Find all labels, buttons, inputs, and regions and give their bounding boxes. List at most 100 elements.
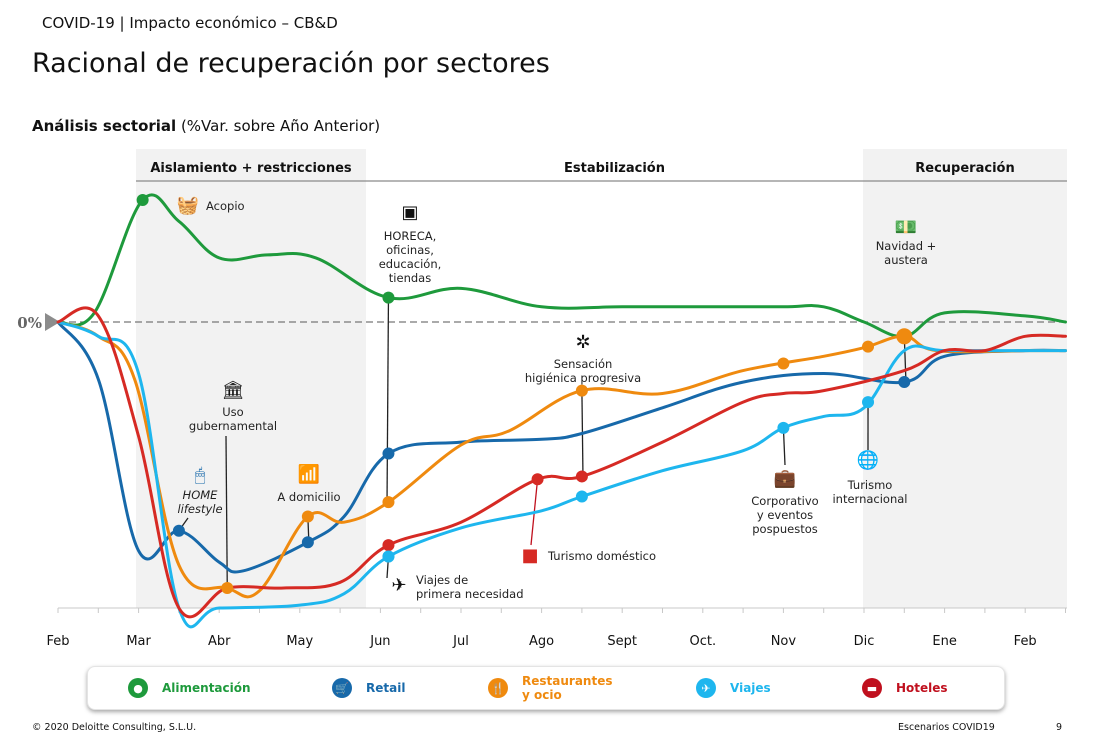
header-kicker: COVID-19 | Impacto económico – CB&D: [42, 14, 338, 32]
legend-item-alimentaci-n: ● Alimentación: [128, 667, 251, 709]
annotation-label: internacional: [832, 492, 907, 506]
month-label: Nov: [771, 634, 797, 649]
annotation-points: [136, 194, 913, 594]
open-sign-icon: ▣: [401, 202, 418, 223]
annotation-turismo-dom-stico: ■ Turismo doméstico: [521, 545, 656, 566]
subtitle-rest: (%Var. sobre Año Anterior): [176, 117, 381, 135]
annotation-label: Turismo: [847, 478, 893, 492]
annotation-leader: [386, 297, 390, 506]
annotation-label: lifestyle: [177, 502, 222, 516]
spain-map-icon: ■: [521, 545, 538, 566]
annotation-point: [531, 473, 544, 486]
series-point: [575, 490, 588, 503]
month-label: Feb: [1014, 634, 1037, 649]
annotation-label: HOME: [183, 488, 219, 502]
month-label: Sept: [607, 634, 637, 649]
series-point: [382, 447, 395, 460]
month-label: Abr: [208, 634, 231, 649]
zero-reference: 0%: [17, 313, 1067, 332]
month-label: Mar: [126, 634, 151, 649]
hygiene-icon: ✲: [575, 332, 590, 353]
bed-icon: ▬: [862, 678, 882, 698]
legend-label: Alimentación: [162, 681, 251, 695]
annotation-point: [575, 384, 588, 397]
annotation-leader: [782, 427, 786, 466]
annotation-label: Corporativo: [751, 494, 818, 508]
annotation-point: [136, 194, 149, 206]
annotation-label: HORECA,: [384, 229, 437, 243]
month-label: Dic: [854, 634, 875, 649]
annotation-point: [301, 510, 314, 523]
phase-label: Estabilización: [564, 161, 665, 176]
annotation-point: [862, 396, 875, 409]
annotation-label: gubernamental: [189, 419, 277, 433]
x-axis: Feb Mar Abr May Jun Jul Ago Sept Oct. Nov Dic Ene Fe…: [46, 607, 1067, 649]
annotation-label: Viajes de: [416, 573, 468, 587]
zero-label: 0%: [17, 314, 42, 332]
annotation-label: pospuestos: [752, 522, 818, 536]
series-line-viajes: [56, 320, 1067, 629]
annotation-label: y eventos: [757, 508, 813, 522]
globe-icon: 🌐: [857, 449, 879, 471]
month-label: Ago: [529, 634, 554, 649]
footer-section: Escenarios COVID19: [898, 722, 995, 733]
annotation-point: [896, 328, 913, 345]
phase-label: Recuperación: [915, 161, 1014, 176]
series-point: [382, 496, 395, 509]
series-line-retail: [56, 320, 1067, 574]
annotation-label: A domicilio: [277, 490, 340, 504]
annotation-label: austera: [884, 253, 928, 267]
phase-label: Aislamiento + restricciones: [150, 161, 352, 176]
annotation-leader: [225, 435, 228, 588]
annotation-point: [382, 291, 395, 304]
annotation-label: oficinas,: [386, 243, 434, 257]
cutlery-icon: 🍴: [488, 678, 508, 698]
series-point: [382, 539, 395, 552]
airplane-icon: ✈: [696, 678, 716, 698]
legend-label: Restaurantes y ocio: [522, 674, 613, 702]
series-point: [575, 470, 588, 483]
annotation-label: higiénica progresiva: [525, 371, 641, 385]
annotation-label: tiendas: [389, 271, 431, 285]
legend-item-retail: 🛒 Retail: [332, 667, 405, 709]
legend-item-restaurantes: 🍴 Restaurantes y ocio: [488, 667, 612, 709]
annotation-label: primera necesidad: [416, 587, 524, 601]
money-icon: 💵: [895, 217, 917, 238]
annotation-horeca-oficinas-educaci-n-tiendas: ▣ HORECA,oficinas,educación,tiendas: [379, 202, 442, 285]
month-label: Feb: [46, 634, 69, 649]
apple-icon: ●: [128, 678, 148, 698]
annotation-point: [382, 550, 395, 563]
footer-page-number: 9: [1056, 722, 1063, 733]
chart-subtitle: Análisis sectorial (%Var. sobre Año Ante…: [32, 117, 380, 135]
cart-icon: 🛒: [332, 678, 352, 698]
phase-band: [863, 149, 1067, 608]
annotation-label: Sensación: [554, 357, 613, 371]
government-building-icon: 🏛: [222, 380, 245, 401]
subtitle-bold: Análisis sectorial: [32, 117, 177, 135]
annotation-point: [221, 581, 234, 594]
annotation-label: Turismo doméstico: [547, 549, 656, 563]
legend-item-hoteles: ▬ Hoteles: [862, 667, 948, 709]
briefcase-icon: 💼: [774, 468, 796, 489]
legend-label: Viajes: [730, 681, 771, 695]
wifi-icon: 📶: [298, 463, 320, 485]
annotation-label: Uso: [222, 405, 243, 419]
month-label: Jul: [452, 634, 469, 649]
basket-icon: 🧺: [177, 195, 199, 216]
annotation-acopio: 🧺 Acopio: [177, 195, 245, 216]
annotation-label: educación,: [379, 257, 442, 271]
month-label: May: [286, 634, 313, 649]
annotation-point: [172, 524, 185, 537]
legend-label: Retail: [366, 681, 406, 695]
annotation-point: [777, 421, 790, 434]
series-point: [777, 357, 790, 370]
legend-item-viajes: ✈ Viajes: [696, 667, 771, 709]
month-label: Jun: [369, 634, 390, 649]
airplane-icon: ✈: [391, 575, 406, 596]
